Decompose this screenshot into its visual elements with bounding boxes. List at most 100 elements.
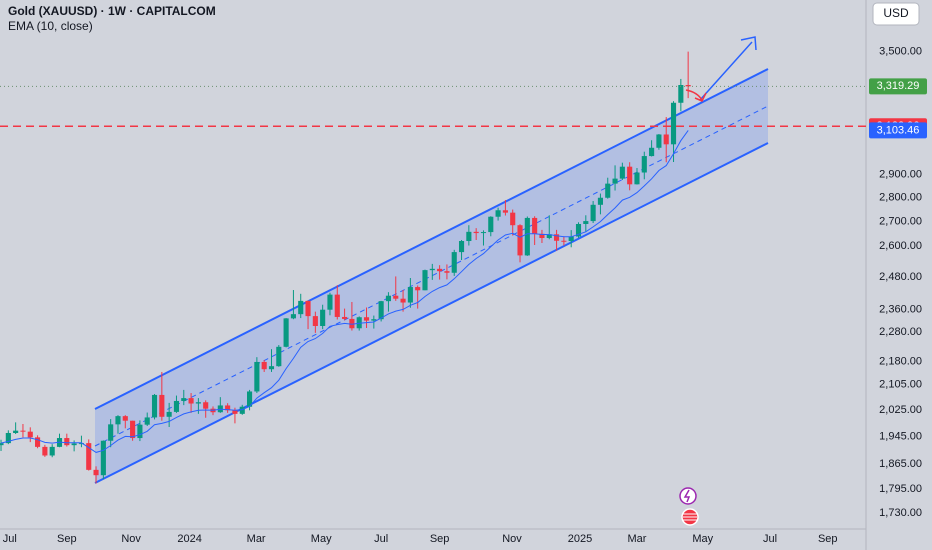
candle-body <box>13 430 19 433</box>
y-tick-label: 2,800.00 <box>879 192 922 204</box>
arrow-down <box>685 89 703 101</box>
candle-body <box>151 394 158 418</box>
candle-body <box>546 234 552 239</box>
candle-body <box>320 309 326 326</box>
candle-body <box>393 295 399 299</box>
candle-body <box>159 394 165 417</box>
candle-body <box>334 294 340 317</box>
candle-body <box>561 240 567 242</box>
candle-body <box>371 319 377 321</box>
y-tick-label: 2,360.00 <box>879 304 922 316</box>
candle-body <box>78 443 84 445</box>
candle-body <box>5 432 11 444</box>
candle-body <box>612 178 618 184</box>
x-tick-label: Nov <box>121 533 141 545</box>
candle-body <box>605 183 611 198</box>
candle-body <box>49 446 55 456</box>
candle-body <box>181 398 187 401</box>
plot <box>0 51 866 484</box>
candle-body <box>554 234 560 241</box>
candle-body <box>502 210 508 213</box>
candle-body <box>451 252 457 273</box>
candle-body <box>71 443 77 446</box>
candle-body <box>407 287 413 303</box>
candle-body <box>144 417 150 425</box>
y-tick-label: 3,500.00 <box>879 46 922 58</box>
event-icon[interactable] <box>679 487 697 505</box>
candle-body <box>524 217 530 256</box>
price-label: 3,319.29 <box>877 80 920 92</box>
y-tick-label: 1,795.00 <box>879 483 922 495</box>
candle-body <box>437 268 443 272</box>
event-icon-glyph <box>683 489 691 503</box>
candle-body <box>415 287 421 291</box>
candle-body <box>130 420 136 439</box>
candle-body <box>27 431 33 438</box>
candle-body <box>20 430 26 432</box>
channel-fill <box>95 69 768 483</box>
candle-body <box>466 231 472 242</box>
x-tick-label: Nov <box>502 533 522 545</box>
candle-body <box>539 233 545 239</box>
y-tick-label: 1,730.00 <box>879 507 922 519</box>
candle-body <box>173 400 180 412</box>
candle-body <box>568 236 574 242</box>
y-tick-label: 2,900.00 <box>879 169 922 181</box>
x-tick-label: Mar <box>628 533 647 545</box>
price-label-box <box>869 78 927 95</box>
candle-body <box>283 318 289 347</box>
candle-body <box>634 172 640 185</box>
candle-body <box>188 398 194 404</box>
candle-body <box>444 271 450 273</box>
candle-body <box>495 210 501 217</box>
candle-body <box>239 406 245 414</box>
flag-icon-glyph <box>683 513 697 521</box>
chart-title: Gold (XAUUSD) · 1W · CAPITALCOM <box>8 4 216 18</box>
x-tick-label: Jul <box>763 533 777 545</box>
candle-body <box>225 405 231 411</box>
candle-body <box>100 440 106 476</box>
candle-body <box>619 166 625 179</box>
candle-body <box>312 316 318 326</box>
price-label-box <box>869 122 927 139</box>
candle-body <box>641 156 647 173</box>
candle-body <box>583 221 589 224</box>
candle-body <box>195 402 201 404</box>
y-tick-label: 2,600.00 <box>879 240 922 252</box>
candle-body <box>247 391 253 407</box>
candle-body <box>378 301 384 320</box>
candle-body <box>685 85 691 87</box>
candle-body <box>597 197 603 205</box>
candle-body <box>42 446 48 456</box>
candle-body <box>35 437 41 447</box>
x-tick-label: Sep <box>57 533 77 545</box>
y-tick-label: 2,180.00 <box>879 356 922 368</box>
candle-body <box>232 410 238 414</box>
channel-lower <box>94 142 769 484</box>
indicator-legend: EMA (10, close) <box>8 19 93 33</box>
candle-body <box>268 366 275 370</box>
candle-body <box>649 147 655 157</box>
arrow-head <box>740 36 757 51</box>
candle-body <box>532 217 538 234</box>
candle-body <box>363 317 370 321</box>
candle-body <box>305 300 311 317</box>
candle-body <box>575 223 582 237</box>
candle-body <box>510 212 516 226</box>
candle-body <box>166 411 172 417</box>
currency-label: USD <box>883 6 909 20</box>
candle-body <box>137 424 143 439</box>
candle-body <box>517 225 523 256</box>
candle-body <box>261 361 267 370</box>
candle-body <box>590 204 596 222</box>
currency-button[interactable] <box>872 2 920 26</box>
y-tick-label: 2,480.00 <box>879 271 922 283</box>
ema-line <box>0 130 689 453</box>
x-tick-label: 2025 <box>568 533 592 545</box>
y-tick-label: 1,865.00 <box>879 458 922 470</box>
candle-body <box>349 318 355 329</box>
candle-body <box>488 216 494 233</box>
candle-body <box>0 443 4 446</box>
